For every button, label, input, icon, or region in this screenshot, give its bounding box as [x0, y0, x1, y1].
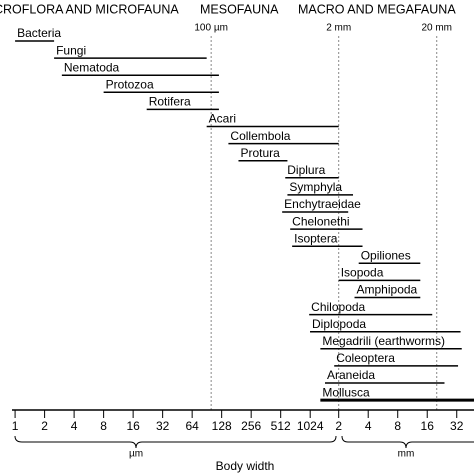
header: MACRO AND MEGAFAUNA: [298, 2, 456, 16]
x-tick-label: 2: [335, 419, 342, 433]
brace: [14, 435, 337, 449]
x-tick-label: 512: [271, 419, 291, 433]
range-label: Megadrili (earthworms): [322, 334, 445, 348]
x-tick-label: 1: [12, 419, 19, 433]
x-axis-title: Body width: [216, 459, 275, 473]
unit-label: µm: [129, 449, 143, 460]
range-label: Coleoptera: [336, 351, 395, 365]
x-tick-label: 4: [71, 419, 78, 433]
unit-label: mm: [398, 449, 415, 460]
range-label: Enchytraeidae: [284, 197, 361, 211]
x-tick-label: 1024: [297, 419, 324, 433]
range-label: Nematoda: [64, 60, 120, 74]
range-label: Protura: [240, 146, 280, 160]
range-label: Rotifera: [149, 95, 191, 109]
marker-label: 2 mm: [326, 23, 351, 34]
x-tick-label: 16: [421, 419, 435, 433]
range-label: Amphipoda: [357, 283, 418, 297]
x-tick-label: 256: [241, 419, 261, 433]
x-tick-label: 2: [41, 419, 48, 433]
x-tick-label: 8: [394, 419, 401, 433]
x-tick-label: 32: [450, 419, 464, 433]
range-label: Fungi: [56, 43, 86, 57]
range-label: Acari: [209, 112, 236, 126]
range-label: Symphyla: [289, 180, 342, 194]
x-tick-label: 16: [126, 419, 140, 433]
x-tick-label: 32: [156, 419, 170, 433]
x-tick-label: 4: [365, 419, 372, 433]
range-label: Diplura: [287, 163, 325, 177]
range-label: Protozoa: [106, 77, 154, 91]
range-label: Mollusca: [322, 385, 370, 399]
header: CROFLORA AND MICROFAUNA: [0, 2, 179, 16]
range-label: Araneida: [327, 368, 375, 382]
range-label: Opiliones: [361, 248, 411, 262]
marker-label: 20 mm: [421, 23, 452, 34]
range-label: Bacteria: [17, 26, 61, 40]
brace: [341, 435, 474, 449]
x-tick-label: 64: [185, 419, 199, 433]
range-label: Chelonethi: [292, 214, 349, 228]
x-tick-label: 128: [212, 419, 232, 433]
range-label: Diplopoda: [312, 317, 366, 331]
range-label: Chilopoda: [311, 300, 365, 314]
range-label: Isopoda: [341, 266, 384, 280]
header: MESOFAUNA: [200, 2, 279, 16]
range-label: Collembola: [230, 129, 290, 143]
range-label: Isoptera: [294, 231, 338, 245]
x-tick-label: 8: [100, 419, 107, 433]
marker-label: 100 µm: [194, 23, 228, 34]
